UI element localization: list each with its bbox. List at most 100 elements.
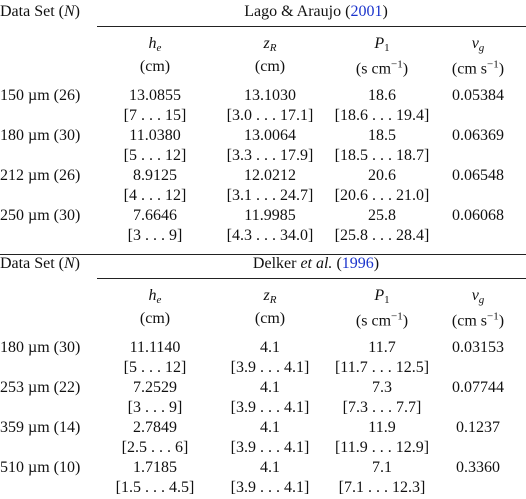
cell-range: [11.7 . . . 12.5] (334, 359, 430, 376)
cell-value: 18.5 (368, 127, 396, 144)
cell-value: 7.1 (372, 459, 392, 476)
cell-value: 11.0380 (129, 127, 181, 144)
cell-range: [3 . . . 9] (127, 227, 183, 244)
cell-value: 25.8 (368, 207, 396, 224)
cell-value: 0.1237 (456, 419, 500, 436)
source-title-part: ( (332, 255, 342, 272)
cell-value: 0.06068 (452, 207, 504, 224)
column-unit-part: ) (402, 312, 409, 330)
column-unit-part: −1 (391, 58, 403, 71)
cell-range: [25.8 . . . 28.4] (334, 227, 430, 244)
cell-value: 0.06548 (452, 167, 504, 184)
cell-value: 13.0064 (244, 127, 296, 144)
column-unit-part: (cm) (254, 58, 286, 75)
column-unit-part: −1 (487, 58, 499, 71)
column-unit-part: −1 (391, 310, 403, 323)
cell-range: [3.1 . . . 24.7] (226, 187, 314, 204)
cell-value: 2.7849 (133, 419, 177, 436)
cell-range: [3.9 . . . 4.1] (230, 399, 310, 416)
column-unit-part: (cm s (451, 60, 488, 78)
rule (97, 26, 526, 27)
column-unit-part: ) (498, 312, 505, 330)
cell-range: [20.6 . . . 21.0] (334, 187, 430, 204)
cell-value: 0.3360 (456, 459, 500, 476)
cell-value: 11.1140 (129, 339, 181, 356)
column-unit: (cm s−1) (452, 56, 504, 79)
group-label: Data Set (N) (0, 3, 80, 21)
column-unit-part: (cm) (139, 58, 171, 75)
cell-range: [5 . . . 12] (123, 147, 187, 164)
group-label-part: ) (74, 3, 80, 20)
source-title-part: Delker (252, 255, 301, 272)
cell-range: [18.6 . . . 19.4] (334, 107, 430, 124)
column-unit-part: (s cm (355, 60, 392, 78)
column-symbol-part: v (471, 35, 479, 52)
cell-value: 13.0855 (129, 87, 181, 104)
column-symbol-part: z (263, 35, 270, 52)
column-symbol-part: 1 (384, 42, 390, 54)
cell-value: 8.9125 (133, 167, 177, 184)
column-symbol: he (149, 35, 162, 57)
group-label-part: N (63, 255, 75, 272)
row-label: 150 µm (26) (0, 87, 81, 104)
cell-value: 1.7185 (133, 459, 177, 476)
column-symbol: he (149, 287, 162, 309)
group-label-part: N (63, 3, 75, 20)
group-label-part: ) (74, 255, 80, 272)
rule (97, 278, 526, 279)
source-title-part: et al. (300, 255, 333, 272)
column-unit-part: (cm) (139, 310, 171, 327)
cell-value: 0.06369 (452, 127, 504, 144)
column-symbol-part: v (471, 287, 479, 304)
row-label: 180 µm (30) (0, 339, 81, 356)
rule (0, 254, 526, 255)
group-label: Data Set (N) (0, 255, 80, 273)
column-unit: (cm) (255, 310, 285, 328)
cell-value: 12.0212 (244, 167, 296, 184)
cell-range: [2.5 . . . 6] (121, 439, 189, 456)
group-label-part: Data Set ( (0, 255, 64, 272)
column-unit: (cm s−1) (452, 308, 504, 331)
column-symbol: zR (264, 35, 277, 57)
column-symbol-part: R (269, 42, 277, 54)
row-label: 250 µm (30) (0, 207, 81, 224)
cell-value: 11.9985 (244, 207, 296, 224)
column-symbol-part: z (263, 287, 270, 304)
column-symbol-part: P (374, 287, 385, 304)
column-symbol-part: P (374, 35, 385, 52)
row-label: 510 µm (10) (0, 459, 81, 476)
cell-value: 4.1 (260, 459, 280, 476)
cell-value: 20.6 (368, 167, 396, 184)
column-unit-part: ) (402, 60, 409, 78)
column-symbol-part: h (148, 287, 157, 304)
column-symbol: P1 (374, 287, 389, 309)
column-symbol-part: e (156, 294, 162, 306)
row-label: 212 µm (26) (0, 167, 81, 184)
column-unit-part: −1 (487, 310, 499, 323)
cell-range: [3.3 . . . 17.9] (226, 147, 314, 164)
source-title: Lago & Araujo (2001) (244, 3, 388, 21)
column-symbol-part: 1 (384, 294, 390, 306)
source-title-part: Lago & Araujo ( (244, 3, 351, 20)
cell-value: 0.05384 (452, 87, 504, 104)
cell-range: [4.3 . . . 34.0] (226, 227, 314, 244)
cell-value: 18.6 (368, 87, 396, 104)
cell-value: 4.1 (260, 339, 280, 356)
row-label: 253 µm (22) (0, 379, 81, 396)
cell-range: [5 . . . 12] (123, 359, 187, 376)
cell-value: 11.9 (368, 419, 396, 436)
column-symbol: P1 (374, 35, 389, 57)
cell-range: [3 . . . 9] (127, 399, 183, 416)
source-title-part: 2001 (350, 3, 383, 20)
cell-value: 7.6646 (133, 207, 177, 224)
column-unit-part: (cm s (451, 312, 488, 330)
cell-range: [11.9 . . . 12.9] (334, 439, 430, 456)
cell-range: [18.5 . . . 18.7] (334, 147, 430, 164)
source-title-part: ) (382, 3, 388, 20)
column-symbol-part: g (478, 42, 485, 54)
cell-value: 11.7 (368, 339, 396, 356)
cell-value: 0.03153 (452, 339, 504, 356)
cell-range: [7.1 . . . 12.3] (338, 479, 426, 496)
column-symbol: vg (472, 35, 485, 57)
column-unit-part: ) (498, 60, 505, 78)
